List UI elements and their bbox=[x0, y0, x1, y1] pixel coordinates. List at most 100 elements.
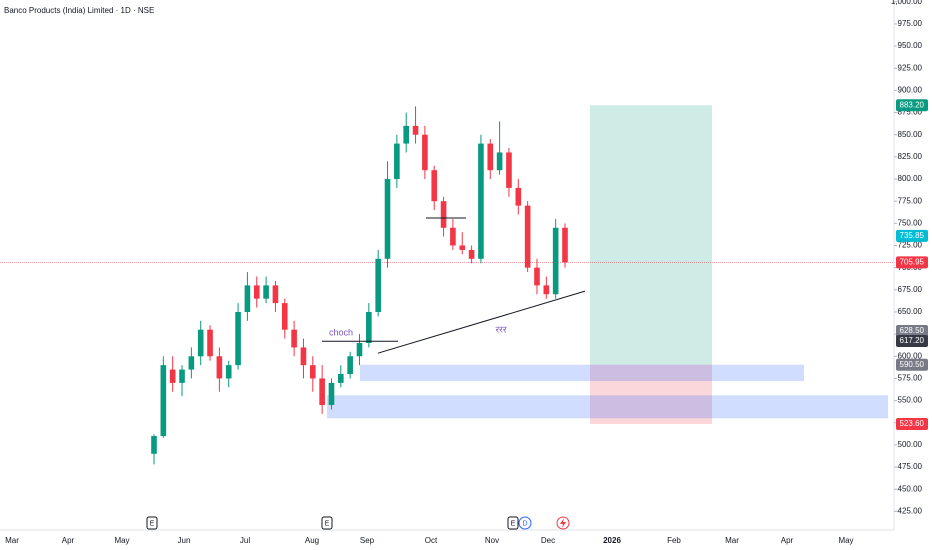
candle-body bbox=[562, 227, 568, 263]
stop-zone bbox=[590, 364, 712, 424]
chart-title: Banco Products (India) Limited · 1D · NS… bbox=[4, 6, 154, 15]
price-badge-label: 590.50 bbox=[900, 360, 925, 369]
y-tick-label: 800.00 bbox=[898, 174, 923, 183]
x-tick-label: May bbox=[838, 536, 853, 545]
trend-line bbox=[377, 290, 586, 354]
y-tick-label: 1,000.00 bbox=[891, 0, 923, 6]
price-badge bbox=[896, 256, 928, 269]
price-badge bbox=[896, 99, 928, 112]
y-tick-label: 575.00 bbox=[898, 374, 923, 383]
choch-label: choch bbox=[329, 328, 353, 338]
price-badge-label: 628.50 bbox=[900, 326, 925, 335]
price-badge-label: 523.60 bbox=[900, 419, 925, 428]
y-tick-label: 475.00 bbox=[898, 462, 923, 471]
demand-zone bbox=[360, 364, 804, 382]
price-badge bbox=[896, 418, 928, 430]
x-tick-label: Apr bbox=[62, 536, 75, 545]
y-tick-label: 500.00 bbox=[898, 440, 923, 449]
x-tick-label: Sep bbox=[360, 536, 375, 545]
y-tick-label: 950.00 bbox=[898, 41, 923, 50]
price-badge-label: 735.85 bbox=[900, 231, 925, 240]
candle-body bbox=[450, 227, 456, 246]
candle-body bbox=[188, 356, 195, 370]
candle-body bbox=[263, 285, 269, 299]
candle-body bbox=[394, 143, 400, 180]
x-tick-label: Feb bbox=[667, 536, 681, 545]
candle-body bbox=[384, 179, 391, 259]
candle-body bbox=[412, 125, 419, 135]
y-tick-label: 775.00 bbox=[898, 196, 923, 205]
y-tick-label: 675.00 bbox=[898, 285, 923, 294]
candle-body bbox=[403, 125, 410, 144]
candle-body bbox=[309, 365, 316, 379]
candle-body bbox=[253, 285, 260, 299]
candle-body bbox=[160, 365, 167, 437]
candle-body bbox=[534, 267, 540, 286]
y-tick-label: 925.00 bbox=[898, 63, 923, 72]
candle-body bbox=[524, 205, 531, 268]
y-tick-label: 550.00 bbox=[898, 396, 923, 405]
y-tick-label: 850.00 bbox=[898, 130, 923, 139]
demand-zone bbox=[327, 395, 888, 419]
y-tick-label: 825.00 bbox=[898, 152, 923, 161]
candle-body bbox=[515, 187, 522, 206]
y-tick-label: 600.00 bbox=[898, 351, 923, 360]
x-tick-label: Mar bbox=[5, 536, 19, 545]
y-tick-label: 725.00 bbox=[898, 241, 923, 250]
price-badge bbox=[896, 325, 928, 338]
event-label: E bbox=[325, 520, 330, 527]
candle-body bbox=[347, 356, 353, 375]
candle-body bbox=[478, 143, 484, 259]
candle-body bbox=[319, 378, 325, 406]
candle-body bbox=[281, 303, 288, 330]
target-zone bbox=[590, 105, 712, 365]
candle-body bbox=[422, 134, 428, 171]
event-icon[interactable] bbox=[321, 516, 333, 530]
event-label: D bbox=[522, 520, 527, 527]
candle-body bbox=[197, 329, 204, 357]
candle-body bbox=[225, 365, 232, 379]
candle-body bbox=[375, 258, 381, 312]
candle-body bbox=[431, 170, 438, 202]
x-tick-label: Oct bbox=[425, 536, 438, 545]
x-tick-label: Jul bbox=[240, 536, 250, 545]
price-badge-label: 617.20 bbox=[900, 336, 925, 345]
candle-body bbox=[356, 342, 363, 357]
y-tick-label: 425.00 bbox=[898, 506, 923, 515]
price-badge bbox=[896, 335, 928, 348]
candle-body bbox=[506, 152, 512, 188]
lightning-icon[interactable] bbox=[556, 516, 570, 530]
candle-body bbox=[216, 356, 223, 379]
y-tick-label: 875.00 bbox=[898, 108, 923, 117]
candle-body bbox=[235, 311, 241, 366]
y-tick-label: 750.00 bbox=[898, 218, 923, 227]
candle-body bbox=[543, 285, 550, 295]
candle-body bbox=[338, 374, 344, 383]
candle-body bbox=[300, 347, 307, 366]
candle-body bbox=[179, 369, 185, 383]
x-tick-label: Jun bbox=[178, 536, 191, 545]
y-tick-label: 975.00 bbox=[898, 19, 923, 28]
candle-body bbox=[244, 285, 251, 312]
note-label: ररर bbox=[495, 324, 506, 334]
candle-body bbox=[291, 329, 297, 348]
event-icon[interactable] bbox=[507, 516, 519, 530]
price-badge bbox=[896, 358, 928, 371]
y-tick-label: 900.00 bbox=[898, 86, 923, 95]
x-tick-label: Mar bbox=[725, 536, 739, 545]
candle-body bbox=[272, 285, 279, 304]
x-tick-label: May bbox=[114, 536, 129, 545]
price-badge-label: 883.20 bbox=[900, 100, 925, 109]
x-tick-label: Dec bbox=[541, 536, 555, 545]
price-badge bbox=[896, 229, 928, 242]
candle-body bbox=[207, 329, 213, 357]
x-tick-label: 2026 bbox=[603, 536, 621, 545]
event-icon[interactable] bbox=[518, 516, 532, 530]
candle-body bbox=[328, 382, 335, 406]
event-icon[interactable] bbox=[146, 516, 158, 530]
x-tick-label: Aug bbox=[305, 536, 319, 545]
candle-body bbox=[366, 311, 372, 343]
candle-body bbox=[552, 227, 559, 295]
